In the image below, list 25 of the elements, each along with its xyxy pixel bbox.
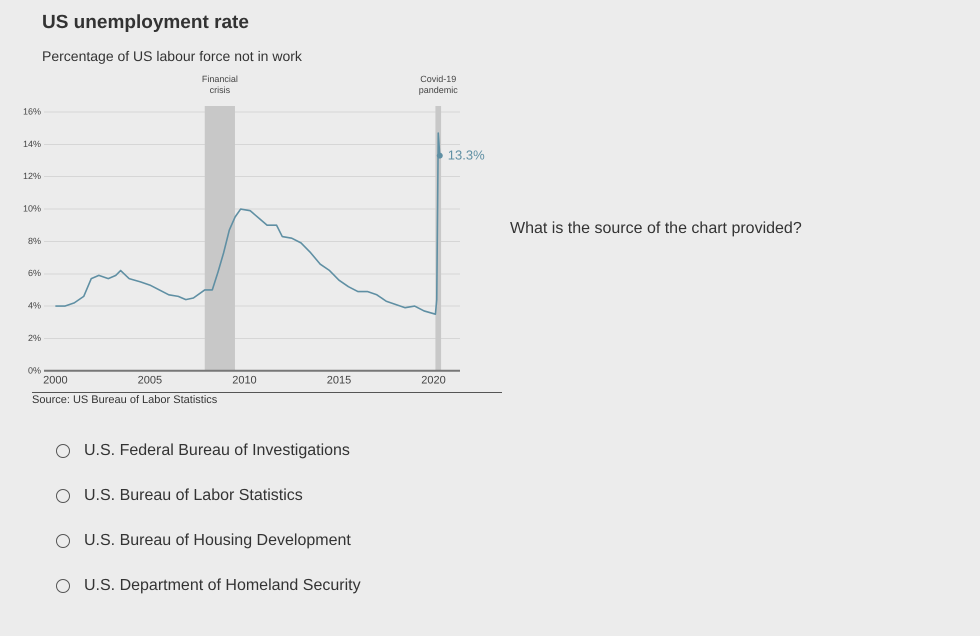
band-label: Financial crisis: [202, 74, 238, 95]
text: U.S. Federal Bureau of Investigations: [84, 442, 350, 460]
annotation: 13.3%: [448, 147, 486, 162]
y-tick-label: 6%: [28, 268, 42, 278]
chart-title: US unemployment rate: [42, 12, 249, 34]
source-note: Source: US Bureau of Labor Statistics: [32, 392, 502, 406]
y-tick-label: 8%: [28, 236, 42, 246]
y-tick-label: 0%: [28, 365, 42, 376]
x-tick-label: 2020: [421, 374, 446, 386]
band-label: Covid-19 pandemic: [418, 74, 458, 95]
x-tick-label: 2000: [43, 374, 68, 386]
y-tick-label: 2%: [28, 332, 42, 343]
y-tick-label: 10%: [23, 204, 42, 214]
x-tick-label: 2005: [138, 374, 162, 386]
x-tick-label: 2015: [326, 374, 352, 386]
y-tick-label: 4%: [28, 300, 42, 311]
text: U.S. Department of Homeland Security: [84, 577, 361, 595]
y-tick-label: 12%: [23, 171, 42, 182]
chart-subtitle: Percentage of US labour force not in work: [42, 48, 302, 64]
x-tick-label: 2010: [232, 374, 257, 386]
text: U.S. Bureau of Labor Statistics: [84, 487, 303, 505]
y-tick-label: 16%: [23, 106, 42, 116]
y-tick-label: 14%: [23, 138, 42, 149]
text: What is the source of the chart provided?: [510, 220, 802, 238]
text: U.S. Bureau of Housing Development: [84, 532, 351, 550]
